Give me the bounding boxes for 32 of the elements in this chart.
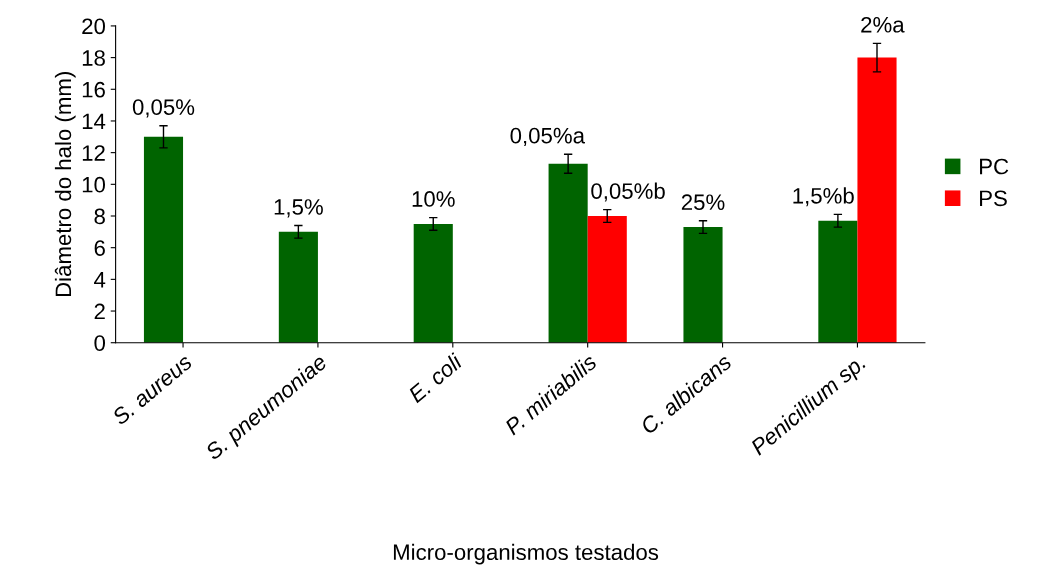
y-tick-label: 18	[82, 50, 105, 66]
annotation: 0,05%a	[510, 127, 585, 147]
y-tick-label: 10	[82, 176, 106, 193]
annotation: 0,05%b	[591, 182, 665, 202]
y-tick-label: 0	[94, 335, 106, 351]
bar	[548, 163, 588, 343]
annotation: 1,5%b	[793, 187, 854, 207]
y-tick-label: 2	[94, 303, 105, 320]
annotation: 1,5%	[274, 199, 323, 218]
annotation: 10%	[412, 191, 455, 207]
annotation: 0,05%	[132, 99, 195, 118]
y-tick-label: 6	[94, 240, 105, 256]
y-tick-label: 12	[82, 145, 105, 161]
x-tick-label: E. coli	[406, 352, 464, 404]
y-tick-label: 8	[94, 208, 105, 225]
y-tick-label: 20	[82, 18, 106, 35]
bar	[857, 57, 897, 343]
x-axis-title: Micro-organismos testados	[393, 543, 659, 565]
y-tick-label: 4	[94, 272, 106, 288]
y-axis-title: Diâmetro do halo (mm)	[54, 72, 76, 297]
bar	[818, 220, 858, 343]
bar	[143, 136, 184, 343]
bar	[683, 227, 723, 343]
legend-label: PS	[980, 190, 1007, 207]
annotation: 25%	[681, 194, 725, 211]
bar	[587, 216, 627, 343]
bar	[413, 223, 453, 343]
bar	[278, 231, 318, 343]
y-tick-label: 16	[82, 81, 105, 98]
legend-label: PC	[980, 158, 1009, 175]
annotation: 2%a	[861, 16, 905, 33]
y-tick-label: 14	[82, 113, 106, 130]
